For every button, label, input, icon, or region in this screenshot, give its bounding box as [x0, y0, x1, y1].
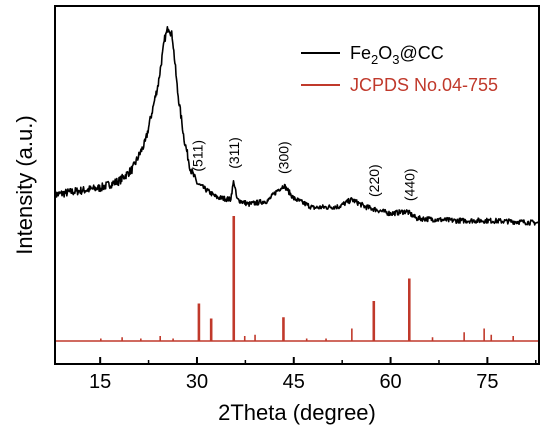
x-tick-label: 60 — [379, 371, 401, 393]
x-tick-label: 75 — [476, 371, 498, 393]
x-tick-label: 15 — [89, 371, 111, 393]
plot-frame — [54, 5, 540, 365]
legend: Fe2O3@CC JCPDS No.04-755 — [301, 43, 498, 95]
peak-label-layer: (511) (311) (300) (220) (440) — [190, 137, 418, 201]
x-tick-label: 30 — [186, 371, 208, 393]
legend-label-jcpds: JCPDS No.04-755 — [350, 75, 498, 95]
y-axis-title: Intensity (a.u.) — [12, 115, 37, 254]
peak-label: (311) — [226, 137, 242, 169]
series-line-fe2o3-cc — [54, 26, 540, 226]
x-axis-title: 2Theta (degree) — [218, 400, 376, 425]
x-axis-ticks: 15 30 45 60 75 — [89, 357, 537, 393]
peak-label: (440) — [401, 168, 417, 201]
x-tick-label: 45 — [283, 371, 305, 393]
reference-pattern-layer — [56, 216, 538, 342]
peak-label: (300) — [275, 141, 291, 174]
sample-pattern-layer — [54, 26, 540, 226]
peak-label: (220) — [366, 164, 382, 197]
legend-label-fe2o3-cc: Fe2O3@CC — [350, 43, 444, 67]
peak-label: (511) — [190, 140, 206, 172]
